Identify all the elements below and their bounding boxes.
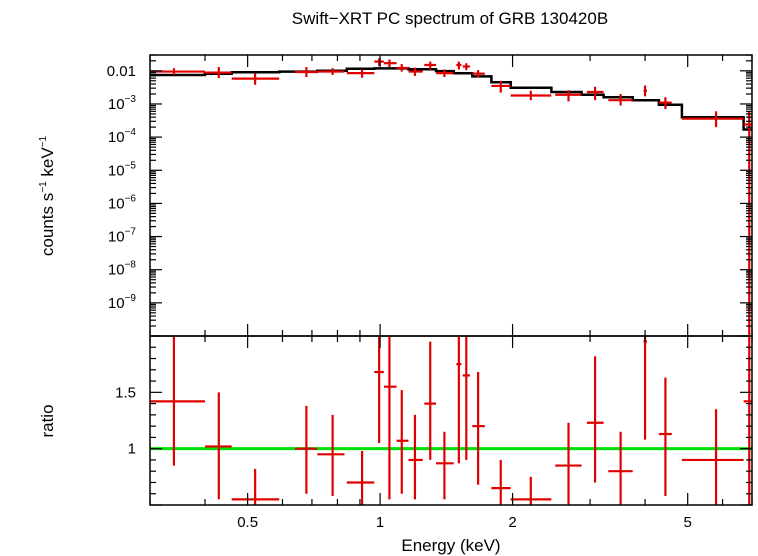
ratio-point-12 (456, 336, 462, 464)
ratio-point-8 (396, 390, 409, 494)
ratio-point-9 (408, 414, 423, 500)
ratio-point-19 (608, 431, 633, 505)
y-tick-exponent: −7 (125, 227, 137, 238)
x-tick-label: 0.5 (237, 514, 258, 531)
ratio-point-0 (150, 336, 205, 466)
y-axis-label-base: counts s (38, 193, 57, 256)
spectrum-point-5 (346, 69, 375, 78)
spectrum-panel-frame (149, 54, 753, 337)
y-tick-label: 10−6 (108, 193, 137, 212)
ratio-point-18 (586, 356, 604, 483)
y-tick-base: 10 (108, 162, 125, 179)
y-tick-label: 10−4 (108, 127, 137, 146)
ratio-point-10 (424, 341, 437, 460)
ratio-point-15 (491, 459, 511, 505)
y-tick-label: 10−5 (108, 160, 137, 179)
spectrum-point-18 (586, 86, 604, 101)
y-tick-exponent: −5 (125, 160, 137, 171)
ratio-point-14 (472, 372, 485, 485)
x-tick-label: 1 (376, 514, 384, 531)
ratio-point-22 (681, 409, 744, 505)
spectrum-point-9 (408, 67, 423, 76)
y-tick-base: 10 (108, 262, 125, 279)
y-tick-base: 10 (108, 229, 125, 246)
x-axis-label: Energy (keV) (401, 536, 500, 555)
spectrum-point-7 (383, 59, 397, 68)
y-axis-label-exp2: −1 (38, 135, 49, 147)
y-tick-base: 10 (108, 195, 125, 212)
y-tick-label: 10−7 (108, 227, 137, 246)
spectrum-point-16 (510, 90, 552, 101)
y-tick-base: 10 (108, 129, 125, 146)
spectrum-point-14 (472, 70, 485, 78)
spectrum-point-1 (204, 67, 232, 79)
spectrum-point-23 (743, 111, 752, 336)
y-tick-exponent: −3 (125, 94, 137, 105)
spectrum-point-11 (436, 69, 454, 78)
chart-title: Swift−XRT PC spectrum of GRB 130420B (292, 9, 608, 28)
spectrum-point-21 (658, 97, 672, 110)
y-axis-label: counts s−1 keV−1 (38, 135, 57, 256)
ratio-axis-label: ratio (38, 404, 57, 437)
y-tick-label: 0.01 (107, 63, 136, 80)
spectrum-point-20 (643, 85, 647, 97)
spectrum-point-6 (374, 58, 384, 66)
y-tick-label: 10−3 (108, 94, 137, 113)
ratio-point-13 (462, 336, 470, 460)
spectrum-point-0 (150, 68, 205, 75)
y-axis-label-mid: keV (38, 147, 57, 182)
y-tick-label: 10−8 (108, 260, 137, 279)
y-tick-label: 10−9 (108, 293, 137, 312)
ratio-point-20 (643, 336, 647, 440)
spectrum-point-2 (231, 73, 280, 85)
spectrum-point-4 (317, 68, 345, 75)
spectrum-point-10 (424, 61, 437, 70)
y-tick-exponent: −4 (125, 127, 137, 138)
ratio-y-tick-label: 1.5 (115, 384, 136, 401)
ratio-point-11 (436, 431, 454, 500)
ratio-point-16 (510, 476, 552, 505)
ratio-y-tick-label: 1 (128, 441, 136, 458)
spectrum-point-8 (396, 64, 409, 72)
ratio-point-3 (294, 405, 318, 494)
ratio-point-2 (231, 468, 280, 505)
spectrum-point-13 (462, 63, 470, 71)
y-tick-exponent: −8 (125, 260, 137, 271)
ratio-point-5 (346, 450, 375, 505)
y-tick-base: 10 (108, 96, 125, 113)
y-tick-exponent: −6 (125, 193, 137, 204)
ratio-point-1 (204, 392, 232, 500)
x-tick-label: 2 (508, 514, 516, 531)
spectrum-point-17 (555, 90, 582, 102)
ratio-panel-frame (149, 335, 753, 506)
spectrum-point-15 (491, 80, 511, 93)
spectrum-point-3 (294, 67, 318, 78)
y-axis-label-exp1: −1 (38, 181, 49, 193)
ratio-point-23 (743, 336, 752, 505)
spectrum-point-19 (608, 93, 633, 106)
ratio-point-21 (658, 377, 672, 496)
y-tick-base: 10 (108, 295, 125, 312)
ratio-point-6 (374, 336, 384, 444)
ratio-point-4 (317, 414, 345, 496)
x-tick-label: 5 (684, 514, 692, 531)
ratio-point-17 (555, 422, 582, 505)
y-tick-exponent: −9 (125, 293, 137, 304)
ratio-point-7 (383, 336, 397, 500)
spectrum-point-12 (456, 61, 462, 70)
spectrum-point-22 (681, 111, 744, 128)
